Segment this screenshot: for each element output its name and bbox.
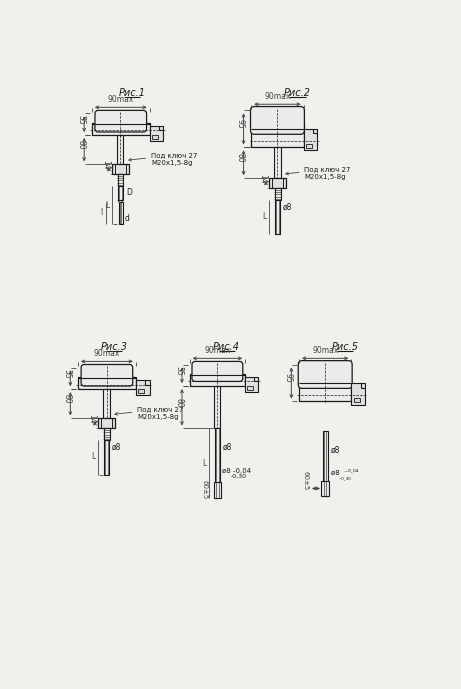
Text: 55: 55	[174, 366, 183, 376]
Text: М20х1,5-8g: М20х1,5-8g	[137, 414, 179, 420]
FancyBboxPatch shape	[95, 110, 147, 132]
Text: М20х1,5-8g: М20х1,5-8g	[304, 174, 346, 180]
Text: 90max: 90max	[107, 95, 134, 104]
Text: 90max: 90max	[264, 92, 290, 101]
Text: 80: 80	[77, 140, 86, 150]
FancyBboxPatch shape	[250, 107, 304, 134]
Text: Под ключ 27: Под ключ 27	[129, 152, 198, 161]
Bar	[215, 429, 220, 497]
Bar	[152, 135, 158, 139]
Bar	[245, 377, 258, 392]
Bar	[323, 431, 327, 496]
Bar	[275, 200, 280, 234]
FancyBboxPatch shape	[298, 360, 352, 389]
Bar	[118, 174, 124, 186]
Text: Под ключ 27: Под ключ 27	[115, 406, 183, 415]
Text: 55: 55	[63, 369, 72, 378]
Text: Рис.3: Рис.3	[100, 342, 128, 352]
Bar	[214, 386, 220, 429]
Text: 14: 14	[88, 414, 96, 424]
Text: 90max: 90max	[204, 347, 230, 356]
Text: 14: 14	[101, 160, 110, 169]
Text: 14: 14	[258, 174, 267, 183]
Bar	[274, 147, 281, 178]
Text: L: L	[106, 200, 110, 209]
Bar	[189, 373, 245, 386]
Bar	[251, 123, 304, 147]
Text: 95: 95	[236, 119, 245, 129]
Text: 60±5: 60±5	[201, 480, 207, 500]
Text: L: L	[91, 453, 96, 462]
Text: ø8: ø8	[223, 443, 232, 452]
Bar	[78, 377, 136, 389]
Bar	[118, 186, 124, 200]
Text: ø8: ø8	[331, 446, 340, 455]
Bar	[354, 398, 360, 402]
Bar	[321, 481, 329, 496]
Bar	[248, 386, 253, 390]
Bar	[213, 482, 221, 497]
Text: 80: 80	[236, 153, 245, 163]
Text: -0,30: -0,30	[230, 473, 247, 479]
Bar	[138, 389, 144, 393]
Bar	[117, 135, 124, 164]
Bar	[299, 377, 351, 402]
Bar	[269, 178, 286, 188]
Bar	[119, 202, 123, 225]
Text: L: L	[262, 212, 266, 221]
Text: 90max: 90max	[312, 347, 338, 356]
Text: 60±5: 60±5	[303, 471, 309, 491]
Bar	[103, 389, 110, 418]
Text: 55: 55	[77, 114, 86, 124]
Text: 95: 95	[284, 373, 293, 383]
Text: ø8: ø8	[283, 203, 292, 212]
Text: Рис.4: Рис.4	[213, 342, 240, 352]
Text: L: L	[202, 459, 207, 468]
Text: Рис.5: Рис.5	[332, 342, 359, 352]
Text: l: l	[100, 208, 103, 217]
Bar	[104, 429, 110, 440]
Bar	[304, 129, 318, 150]
Bar	[136, 380, 150, 395]
Text: ø8: ø8	[112, 443, 121, 452]
Text: Под ключ 27: Под ключ 27	[286, 166, 351, 175]
Text: d: d	[125, 214, 130, 223]
Bar	[98, 418, 115, 429]
Bar	[112, 164, 129, 174]
Bar	[150, 126, 164, 141]
Text: 80: 80	[63, 394, 72, 404]
Text: 80: 80	[174, 398, 183, 407]
Text: ø8 -0,04: ø8 -0,04	[222, 468, 251, 474]
FancyBboxPatch shape	[192, 362, 243, 382]
Bar	[351, 383, 365, 404]
Text: ⁻⁰·³⁰: ⁻⁰·³⁰	[338, 477, 351, 482]
Text: Рис.1: Рис.1	[118, 88, 145, 98]
Text: М20х1,5-8g: М20х1,5-8g	[151, 160, 193, 166]
Bar	[92, 123, 150, 135]
Text: Рис.2: Рис.2	[284, 88, 311, 98]
Bar	[104, 440, 109, 475]
Bar	[306, 144, 312, 148]
FancyBboxPatch shape	[81, 364, 133, 386]
Bar	[275, 188, 281, 200]
Text: ø8  ⁻⁰·⁰⁴: ø8 ⁻⁰·⁰⁴	[331, 470, 358, 476]
Text: 90max: 90max	[94, 349, 120, 358]
Text: D: D	[126, 187, 132, 196]
